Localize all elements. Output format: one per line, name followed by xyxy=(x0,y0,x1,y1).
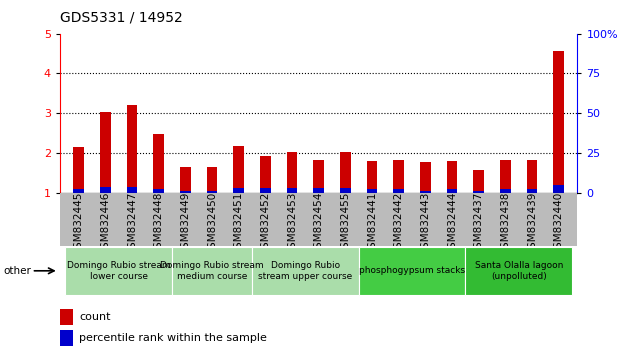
Bar xyxy=(553,51,564,193)
Bar xyxy=(367,189,377,193)
Bar xyxy=(314,160,324,193)
Bar xyxy=(473,191,484,193)
Bar xyxy=(100,113,110,193)
Bar xyxy=(180,191,191,193)
Bar xyxy=(73,147,84,193)
Bar xyxy=(260,156,271,193)
Text: percentile rank within the sample: percentile rank within the sample xyxy=(79,333,267,343)
Text: Santa Olalla lagoon
(unpolluted): Santa Olalla lagoon (unpolluted) xyxy=(475,261,563,280)
Bar xyxy=(553,185,564,193)
Bar xyxy=(60,309,73,325)
Bar xyxy=(447,189,457,193)
Bar xyxy=(286,152,297,193)
Bar xyxy=(527,160,538,193)
Text: GDS5331 / 14952: GDS5331 / 14952 xyxy=(60,11,183,25)
Bar xyxy=(314,188,324,193)
Bar xyxy=(500,189,510,193)
Bar xyxy=(465,247,572,295)
Bar xyxy=(286,188,297,193)
Bar xyxy=(206,167,217,193)
Bar xyxy=(393,189,404,193)
Text: other: other xyxy=(3,266,31,276)
Bar xyxy=(367,161,377,193)
Bar xyxy=(420,162,431,193)
Bar xyxy=(60,330,73,346)
Bar xyxy=(252,247,358,295)
Bar xyxy=(153,135,164,193)
Bar xyxy=(73,189,84,193)
Bar xyxy=(233,146,244,193)
Bar xyxy=(260,188,271,193)
Bar xyxy=(340,152,351,193)
Text: Domingo Rubio
stream upper course: Domingo Rubio stream upper course xyxy=(258,261,353,280)
Text: Domingo Rubio stream
lower course: Domingo Rubio stream lower course xyxy=(67,261,170,280)
Bar xyxy=(100,187,110,193)
Bar xyxy=(180,167,191,193)
Bar xyxy=(153,189,164,193)
Bar xyxy=(447,161,457,193)
Text: count: count xyxy=(79,312,110,322)
Text: Domingo Rubio stream
medium course: Domingo Rubio stream medium course xyxy=(160,261,264,280)
Bar xyxy=(473,170,484,193)
Bar xyxy=(420,191,431,193)
Bar xyxy=(358,247,465,295)
Bar xyxy=(393,160,404,193)
Bar xyxy=(127,104,138,193)
Bar xyxy=(65,247,172,295)
Bar xyxy=(340,188,351,193)
Bar xyxy=(172,247,252,295)
Bar xyxy=(527,189,538,193)
Bar xyxy=(206,191,217,193)
Text: phosphogypsum stacks: phosphogypsum stacks xyxy=(359,266,465,275)
Bar xyxy=(500,160,510,193)
Bar xyxy=(233,188,244,193)
Bar xyxy=(127,187,138,193)
